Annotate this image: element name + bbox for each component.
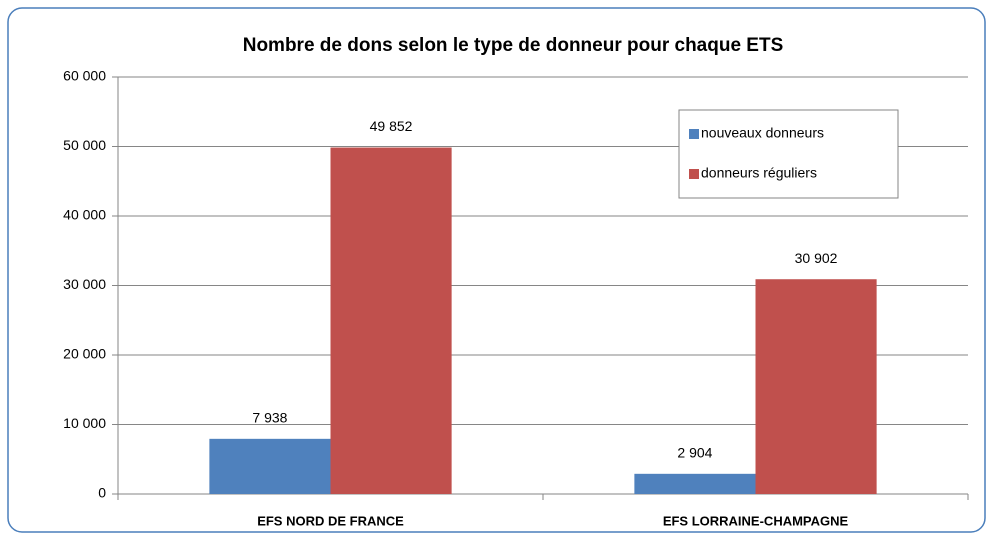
- bar: [634, 473, 756, 494]
- y-tick-label: 30 000: [63, 276, 106, 292]
- y-tick-label: 40 000: [63, 207, 106, 223]
- x-tick-label: EFS LORRAINE-CHAMPAGNE: [663, 513, 849, 528]
- chart-title: Nombre de dons selon le type de donneur …: [243, 35, 784, 56]
- value-label: 7 938: [252, 410, 287, 426]
- y-tick-label: 0: [98, 485, 106, 501]
- legend-swatch: [689, 169, 699, 179]
- legend-label: nouveaux donneurs: [701, 125, 824, 141]
- bar: [330, 147, 452, 494]
- y-tick-label: 60 000: [63, 68, 106, 84]
- legend-swatch: [689, 129, 699, 139]
- legend-box: [678, 109, 899, 199]
- bar: [755, 279, 877, 494]
- value-label: 30 902: [795, 250, 838, 266]
- value-label: 49 852: [370, 118, 413, 134]
- value-label: 2 904: [677, 445, 712, 461]
- bar: [209, 438, 331, 494]
- y-tick-label: 20 000: [63, 346, 106, 362]
- legend-label: donneurs réguliers: [701, 165, 817, 181]
- y-tick-label: 10 000: [63, 415, 106, 431]
- y-tick-label: 50 000: [63, 137, 106, 153]
- x-tick-label: EFS NORD DE FRANCE: [257, 513, 404, 528]
